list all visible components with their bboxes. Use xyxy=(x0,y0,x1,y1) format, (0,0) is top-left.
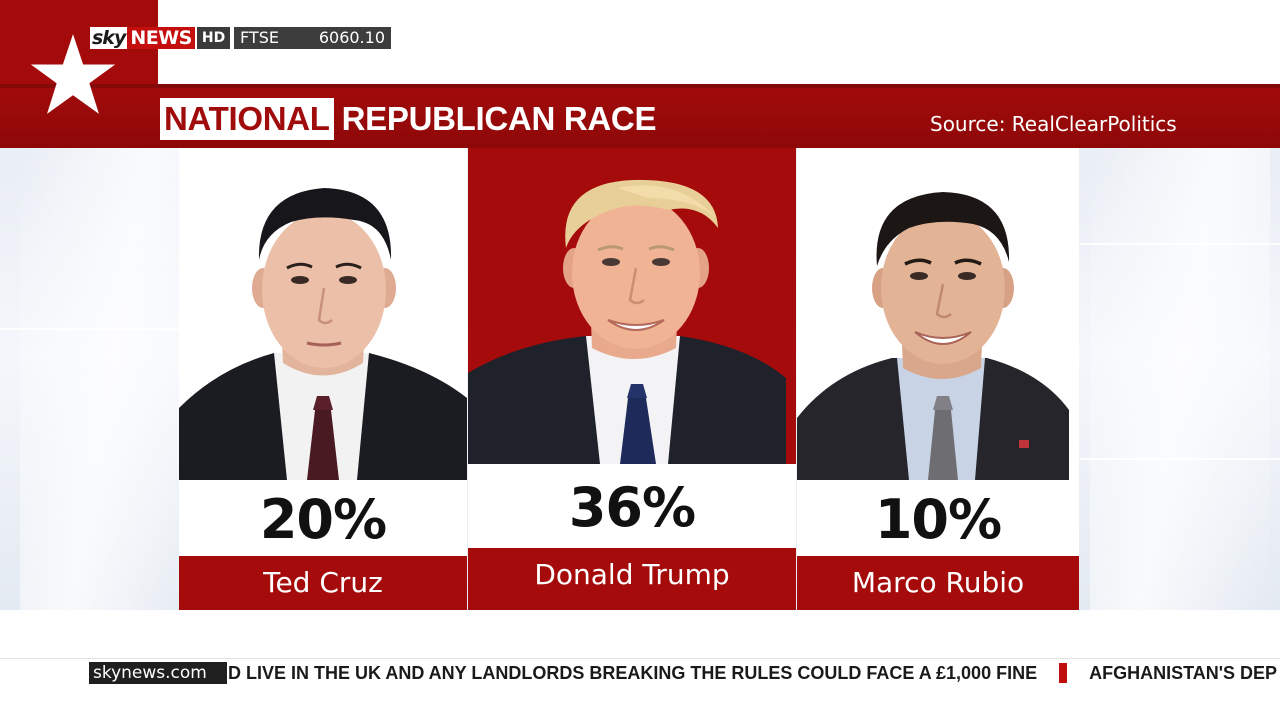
title-rest: REPUBLICAN RACE xyxy=(341,100,657,137)
title-highlight: NATIONAL xyxy=(160,98,334,140)
brand-sky: sky xyxy=(90,27,128,49)
ftse-ticker: FTSE 6060.10 xyxy=(234,27,391,49)
ticker-site-label: skynews.com xyxy=(89,662,227,684)
source-label: Source: RealClearPolitics xyxy=(930,112,1177,136)
candidate-name-cruz: Ted Cruz xyxy=(179,556,467,610)
ftse-label: FTSE xyxy=(240,28,279,47)
brand-hd: HD xyxy=(196,27,231,49)
candidate-name-trump: Donald Trump xyxy=(468,548,796,610)
candidate-card-trump: 36% Donald Trump xyxy=(468,148,796,610)
background-light-panel xyxy=(20,148,200,610)
candidate-percent-cruz: 20% xyxy=(179,480,467,556)
candidate-percent-trump: 36% xyxy=(468,464,796,548)
ftse-value: 6060.10 xyxy=(318,28,385,47)
ticker-headline: D LIVE IN THE UK AND ANY LANDLORDS BREAK… xyxy=(228,663,1038,683)
star-icon xyxy=(30,34,116,114)
background-streak xyxy=(1080,243,1280,245)
candidate-photo-trump xyxy=(468,148,796,464)
ticker-separator xyxy=(1059,663,1068,683)
sky-news-hd-logo: sky NEWS HD xyxy=(90,27,231,49)
candidate-card-cruz: 20% Ted Cruz xyxy=(179,148,467,610)
candidate-photo-cruz xyxy=(179,148,467,480)
candidate-percent-rubio: 10% xyxy=(797,480,1079,556)
candidate-photo-rubio xyxy=(797,148,1079,480)
background-streak xyxy=(0,328,180,330)
background-light-panel xyxy=(1090,148,1270,610)
graphic-title: NATIONAL REPUBLICAN RACE xyxy=(160,98,656,140)
background-streak xyxy=(1080,458,1280,460)
candidate-card-rubio: 10% Marco Rubio xyxy=(797,148,1079,610)
ticker-text: D LIVE IN THE UK AND ANY LANDLORDS BREAK… xyxy=(228,662,1280,684)
brand-news: NEWS xyxy=(127,27,195,49)
news-ticker: skynews.com D LIVE IN THE UK AND ANY LAN… xyxy=(0,658,1280,686)
candidate-name-rubio: Marco Rubio xyxy=(797,556,1079,610)
ticker-headline: AFGHANISTAN'S DEP xyxy=(1089,663,1278,683)
